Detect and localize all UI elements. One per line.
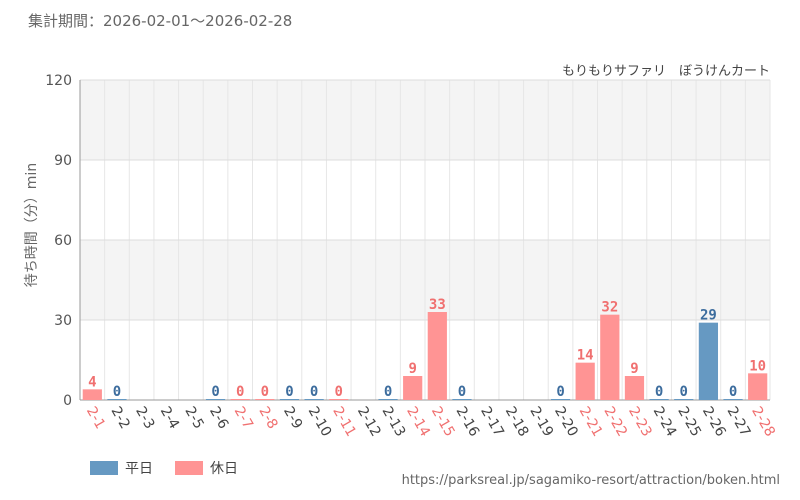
bar-value-label: 9 xyxy=(630,361,638,377)
x-tick-label: 2-11 xyxy=(329,404,359,440)
bar xyxy=(550,399,571,400)
bar xyxy=(723,399,743,400)
x-tick-label: 2-16 xyxy=(453,404,483,440)
bar xyxy=(427,312,447,400)
bar xyxy=(452,399,472,400)
bar xyxy=(329,399,349,400)
bar xyxy=(600,314,620,400)
y-tick-label: 60 xyxy=(54,233,72,249)
bar-value-label: 0 xyxy=(556,384,564,400)
chart-subtitle: もりもりサファリ ぼうけんカート xyxy=(561,64,770,79)
y-tick-label: 90 xyxy=(54,153,72,169)
x-tick-label: 2-25 xyxy=(674,404,704,440)
bar xyxy=(378,399,398,400)
bar-value-label: 0 xyxy=(211,384,219,400)
bar xyxy=(82,389,102,400)
y-tick-label: 0 xyxy=(63,393,72,409)
x-tick-label: 2-2 xyxy=(108,404,133,432)
x-tick-label: 2-3 xyxy=(132,404,157,432)
bar-value-label: 0 xyxy=(285,384,293,400)
bar-value-label: 0 xyxy=(113,384,121,400)
legend-swatch-holiday xyxy=(175,461,203,475)
x-tick-label: 2-5 xyxy=(181,404,206,432)
y-tick-label: 120 xyxy=(45,73,72,89)
x-tick-label: 2-13 xyxy=(379,404,409,440)
legend-swatch-weekday xyxy=(90,461,118,475)
x-tick-label: 2-24 xyxy=(650,404,680,440)
bar xyxy=(255,399,275,400)
bar-value-label: 32 xyxy=(601,300,618,316)
bar xyxy=(748,373,768,400)
bar-value-label: 0 xyxy=(680,384,688,400)
bar-value-label: 10 xyxy=(749,358,766,374)
y-tick-label: 30 xyxy=(54,313,72,329)
source-url: https://parksreal.jp/sagamiko-resort/att… xyxy=(401,473,780,488)
legend-label-weekday: 平日 xyxy=(125,461,153,477)
period-label: 集計期間：2026-02-01〜2026-02-28 xyxy=(28,12,293,30)
bar-value-label: 0 xyxy=(458,384,466,400)
bar-value-label: 0 xyxy=(310,384,318,400)
x-tick-label: 2-7 xyxy=(231,404,256,432)
bar xyxy=(575,362,595,400)
bar-value-label: 4 xyxy=(88,374,96,390)
x-tick-label: 2-23 xyxy=(625,404,655,440)
x-tick-label: 2-12 xyxy=(354,404,384,440)
bar xyxy=(304,399,324,400)
x-tick-label: 2-8 xyxy=(255,404,280,432)
bar-value-label: 29 xyxy=(700,308,717,324)
bar-value-label: 0 xyxy=(384,384,392,400)
bar-value-label: 0 xyxy=(655,384,663,400)
x-tick-label: 2-14 xyxy=(403,404,433,440)
x-tick-label: 2-4 xyxy=(157,404,182,432)
x-tick-label: 2-22 xyxy=(600,404,630,440)
bar xyxy=(674,399,694,400)
bar-value-label: 9 xyxy=(408,361,416,377)
bar-value-label: 0 xyxy=(236,384,244,400)
legend-item-holiday: 休日 xyxy=(175,458,238,478)
bar xyxy=(403,376,423,400)
legend-label-holiday: 休日 xyxy=(210,461,238,477)
bar-value-label: 0 xyxy=(729,384,737,400)
x-tick-label: 2-28 xyxy=(748,404,778,440)
x-tick-label: 2-17 xyxy=(477,404,507,440)
x-tick-label: 2-26 xyxy=(699,404,729,440)
bar-value-label: 0 xyxy=(261,384,269,400)
bar xyxy=(698,322,719,400)
x-tick-label: 2-18 xyxy=(502,404,532,440)
bar xyxy=(624,376,645,400)
x-tick-label: 2-21 xyxy=(576,404,606,440)
bar xyxy=(205,399,226,400)
x-tick-label: 2-1 xyxy=(83,404,108,432)
x-tick-label: 2-6 xyxy=(206,404,231,432)
x-tick-label: 2-20 xyxy=(551,404,581,440)
x-tick-label: 2-27 xyxy=(724,404,754,440)
bar-value-label: 0 xyxy=(335,384,343,400)
legend: 平日 休日 xyxy=(90,458,238,478)
bar xyxy=(649,399,669,400)
bar xyxy=(230,399,250,400)
bar xyxy=(279,399,300,400)
bar xyxy=(107,399,127,400)
x-tick-label: 2-10 xyxy=(305,404,335,440)
bar-value-label: 33 xyxy=(429,297,446,313)
x-tick-label: 2-9 xyxy=(280,404,305,432)
legend-item-weekday: 平日 xyxy=(90,458,153,478)
bar-value-label: 14 xyxy=(577,348,594,364)
x-tick-label: 2-19 xyxy=(526,404,556,440)
x-tick-label: 2-15 xyxy=(428,404,458,440)
